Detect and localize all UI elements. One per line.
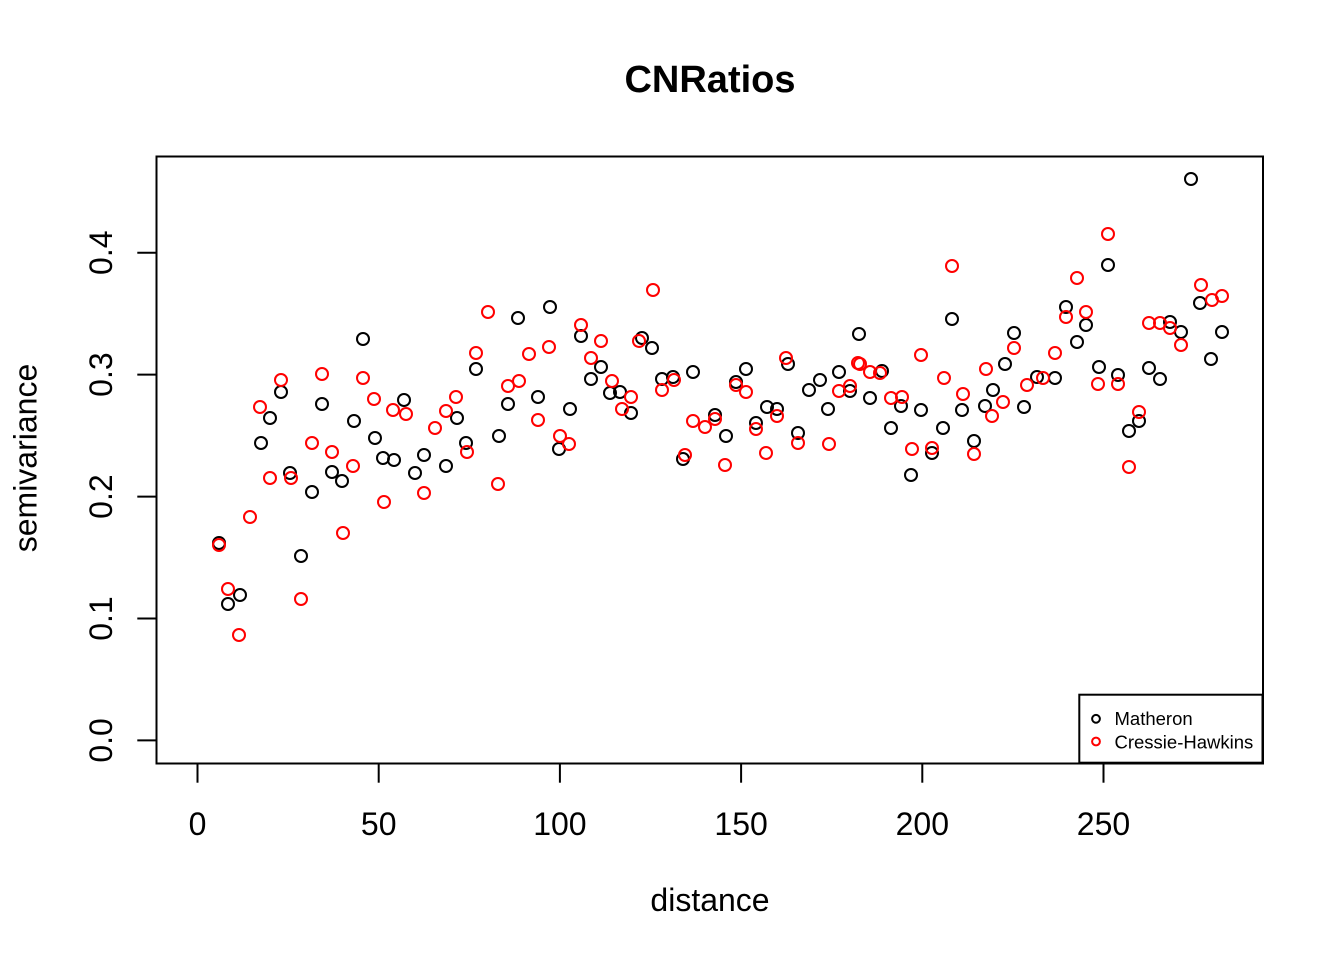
svg-text:150: 150 [714,806,767,842]
svg-text:Cressie-Hawkins: Cressie-Hawkins [1115,732,1254,753]
svg-text:50: 50 [361,806,397,842]
svg-text:0.4: 0.4 [83,230,119,274]
svg-text:200: 200 [896,806,949,842]
svg-text:0.2: 0.2 [83,474,119,518]
svg-text:distance: distance [650,882,769,918]
svg-text:250: 250 [1077,806,1130,842]
svg-text:0.1: 0.1 [83,596,119,640]
svg-text:100: 100 [533,806,586,842]
svg-text:Matheron: Matheron [1115,708,1193,729]
svg-text:0: 0 [189,806,207,842]
svg-text:0.3: 0.3 [83,352,119,396]
svg-text:CNRatios: CNRatios [624,59,795,101]
svg-text:semivariance: semivariance [8,364,44,553]
svg-text:0.0: 0.0 [83,718,119,762]
